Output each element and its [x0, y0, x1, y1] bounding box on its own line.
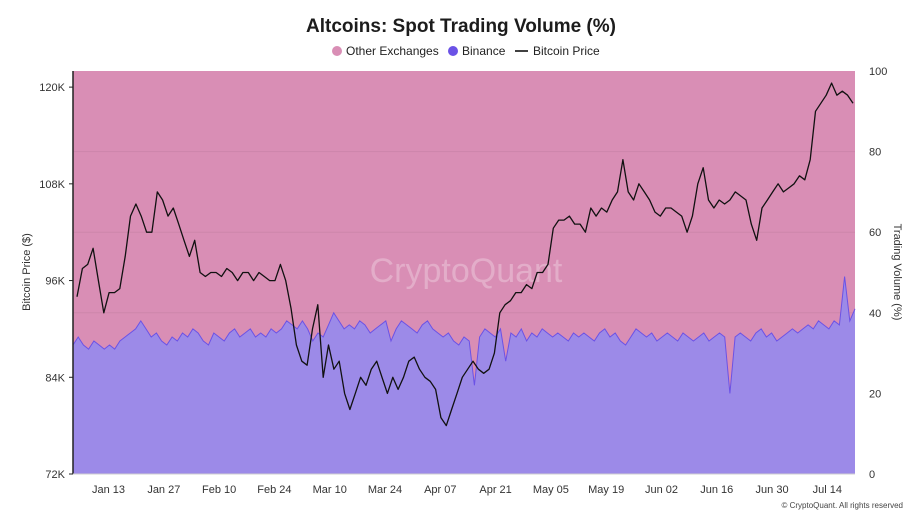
y-right-tick-label: 60: [869, 227, 881, 239]
legend-item-bitcoin-price[interactable]: Bitcoin Price: [515, 44, 600, 58]
y-left-axis: 72K 84K 96K 108K 120K: [39, 82, 73, 481]
x-tick-label: May 05: [533, 484, 569, 496]
binance-line: [72, 276, 856, 394]
x-tick-label: Jun 30: [756, 484, 789, 496]
legend-label-bitcoin-price: Bitcoin Price: [533, 44, 600, 58]
legend-marker-binance: [448, 46, 458, 56]
x-tick-label: Apr 07: [424, 484, 456, 496]
x-tick-label: Jun 16: [700, 484, 733, 496]
legend-label-other-exchanges: Other Exchanges: [346, 44, 439, 58]
y-right-tick-label: 40: [869, 308, 881, 320]
x-tick-label: Feb 24: [257, 484, 291, 496]
watermark: CryptoQuant: [370, 252, 563, 290]
x-tick-label: Apr 21: [479, 484, 511, 496]
legend-marker-other-exchanges: [332, 46, 342, 56]
y-right-tick-label: 0: [869, 469, 875, 481]
x-tick-label: Feb 10: [202, 484, 236, 496]
legend-item-other-exchanges[interactable]: Other Exchanges: [332, 44, 439, 58]
x-tick-label: Mar 10: [313, 484, 347, 496]
x-tick-label: Jun 02: [645, 484, 678, 496]
copyright-credit: © CryptoQuant. All rights reserved: [782, 501, 904, 510]
y-left-tick-label: 108K: [39, 179, 65, 191]
legend: Other Exchanges Binance Bitcoin Price: [332, 44, 600, 58]
legend-item-binance[interactable]: Binance: [448, 44, 506, 58]
y-left-tick-label: 120K: [39, 82, 65, 94]
bitcoin-price-line: [76, 82, 854, 427]
x-tick-label: Jan 27: [147, 484, 180, 496]
x-tick-label: Jan 13: [92, 484, 125, 496]
y-right-tick-label: 100: [869, 66, 887, 78]
y-left-tick-label: 96K: [45, 276, 65, 288]
y-left-tick-label: 72K: [45, 469, 65, 481]
y-right-axis-title: Trading Volume (%): [891, 224, 903, 321]
x-tick-label: Jul 14: [813, 484, 842, 496]
y-left-axis-title: Bitcoin Price ($): [21, 233, 33, 311]
x-tick-label: Mar 24: [368, 484, 402, 496]
y-right-tick-label: 20: [869, 388, 881, 400]
legend-label-binance: Binance: [462, 44, 506, 58]
x-axis: Jan 13 Jan 27 Feb 10 Feb 24 Mar 10 Mar 24 Apr …: [92, 484, 842, 496]
chart-title: Altcoins: Spot Trading Volume (%): [306, 16, 616, 37]
y-right-axis: 0 20 40 60 80 100: [869, 66, 887, 481]
y-right-tick-label: 80: [869, 147, 881, 159]
y-left-tick-label: 84K: [45, 372, 65, 384]
x-tick-label: May 19: [588, 484, 624, 496]
